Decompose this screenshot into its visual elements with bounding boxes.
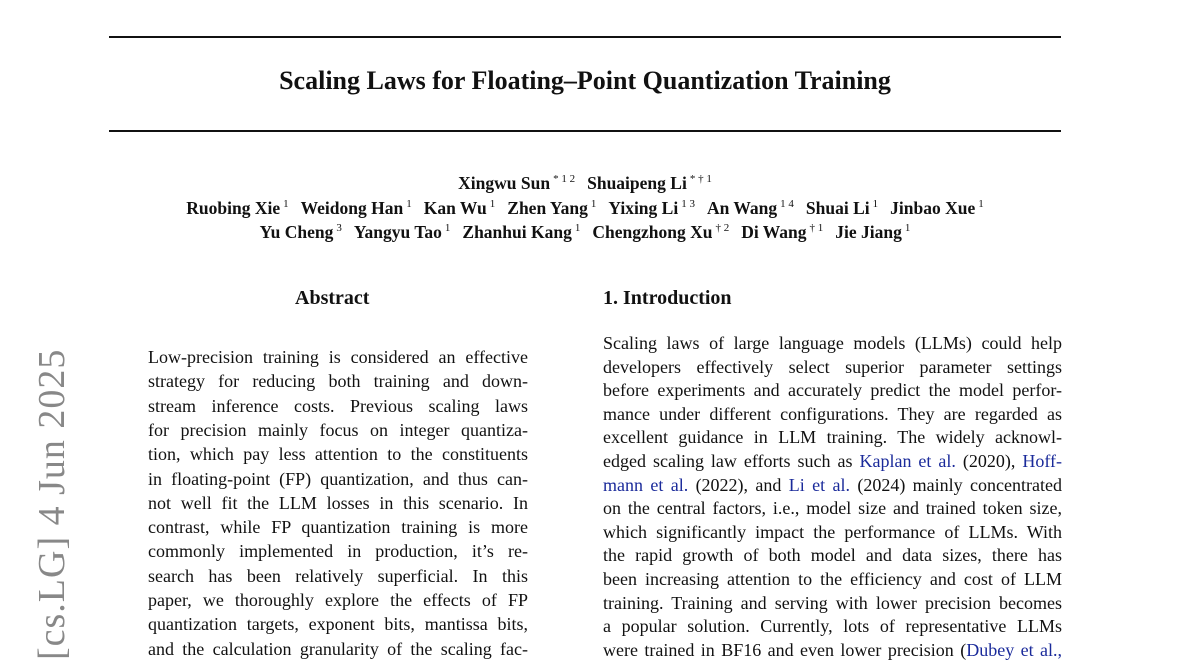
affiliation-mark: * 1 2 — [553, 173, 576, 186]
paper-title: Scaling Laws for Floating–Point Quantiza… — [279, 66, 891, 95]
affiliation-mark: 1 — [283, 198, 289, 211]
introduction-line: edged scaling law efforts such as Kaplan… — [603, 451, 1062, 471]
author-row: Xingwu Sun * 1 2 Shuaipeng Li * † 1 — [0, 173, 1170, 194]
text-segment: Scaling laws of large language models (L… — [603, 333, 1062, 353]
introduction-line: developers effectively select superior p… — [603, 357, 1062, 377]
abstract-line: paper, we thoroughly explore the effects… — [148, 590, 528, 610]
text-segment: training. Training and serving with lowe… — [603, 592, 1062, 613]
abstract-line: in floating-point (FP) quantization, and… — [148, 468, 528, 489]
author: Jie Jiang 1 — [835, 222, 911, 242]
abstract-line: Low-precision training is considered an … — [148, 347, 528, 367]
introduction-line: before experiments and accurately predic… — [603, 380, 1062, 400]
author: Xingwu Sun * 1 2 — [458, 173, 576, 193]
top-rule — [109, 36, 1061, 38]
author: An Wang 1 4 — [706, 198, 794, 218]
introduction-line: on the central factors, i.e., model size… — [603, 498, 1062, 518]
text-segment: before experiments and accurately predic… — [603, 380, 1062, 401]
affiliation-mark: 1 — [489, 198, 496, 211]
affiliation-mark: † 1 — [809, 222, 824, 235]
author: Yangyu Tao 1 — [353, 222, 451, 242]
affiliation-mark: 1 — [978, 198, 984, 211]
author: Di Wang † 1 — [741, 222, 824, 242]
citation-link[interactable]: Kaplan et al. — [859, 451, 956, 471]
introduction-line: training. Training and serving with lowe… — [603, 593, 1062, 613]
abstract-line: and the calculation granularity of the s… — [148, 638, 528, 659]
author: Shuai Li 1 — [805, 198, 879, 218]
citation-link[interactable]: Dubey et al., — [966, 639, 1062, 660]
introduction-line: mann et al. (2022), and Li et al. (2024)… — [603, 475, 1062, 495]
text-segment: edged scaling law efforts such as — [603, 451, 860, 471]
affiliation-mark: 1 3 — [681, 198, 695, 211]
introduction-line: Scaling laws of large language models (L… — [603, 333, 1062, 353]
author: Yu Cheng 3 — [259, 222, 342, 242]
author: Kan Wu 1 — [423, 198, 496, 218]
affiliation-mark: 1 — [574, 222, 581, 235]
introduction-line: a popular solution. Currently, lots of r… — [603, 616, 1062, 636]
bottom-rule — [109, 130, 1061, 132]
affiliation-mark: 1 — [872, 198, 879, 211]
author: Weidong Han 1 — [300, 198, 412, 218]
text-segment: the rapid growth of both model and data … — [603, 545, 1062, 566]
author-row: Yu Cheng 3 Yangyu Tao 1 Zhanhui Kang 1 Chengzh… — [0, 222, 1170, 243]
introduction-line: were trained in BF16 and even lower prec… — [603, 640, 1062, 660]
affiliation-mark: 3 — [336, 222, 342, 235]
text-segment: were trained in BF16 and even lower prec… — [603, 639, 967, 660]
affiliation-mark: 1 4 — [780, 198, 794, 211]
text-segment: a popular solution. Currently, lots of r… — [603, 616, 1062, 637]
abstract-line: commonly implemented in production, it’s… — [148, 541, 528, 562]
text-segment: (2020), — [955, 451, 1023, 471]
abstract-line: stream inference costs. Previous scaling… — [148, 395, 528, 416]
affiliation-mark: 1 — [444, 222, 451, 235]
abstract-line: for precision mainly focus on integer qu… — [148, 419, 528, 440]
arxiv-stamp: [cs.LG] 4 Jun 2025 — [31, 348, 73, 660]
introduction-line: mance under different configurations. Th… — [603, 404, 1062, 424]
affiliation-mark: 1 — [406, 198, 412, 211]
citation-link[interactable]: mann et al. — [603, 474, 689, 495]
affiliation-mark: 1 — [904, 222, 911, 235]
author: Chengzhong Xu † 2 — [592, 222, 730, 242]
citation-link[interactable]: Li et al. — [788, 474, 850, 495]
author: Jinbao Xue 1 — [890, 198, 984, 218]
affiliation-mark: † 2 — [715, 222, 730, 235]
affiliation-mark: * † 1 — [689, 173, 712, 186]
text-segment: developers effectively select superior p… — [603, 356, 1062, 377]
text-segment: which significantly impact the performan… — [603, 521, 1062, 542]
abstract-heading: Abstract — [295, 287, 370, 309]
affiliation-mark: 1 — [590, 198, 597, 211]
abstract-line: not well fit the LLM losses in this scen… — [148, 492, 528, 513]
author: Shuaipeng Li * † 1 — [587, 173, 712, 193]
author: Zhanhui Kang 1 — [462, 222, 581, 242]
citation-link[interactable]: Hoff- — [1022, 451, 1062, 471]
text-segment: (2024) mainly concentrated — [849, 474, 1062, 495]
abstract-line: search has been relatively superficial. … — [148, 565, 528, 586]
author-row: Ruobing Xie 1 Weidong Han 1 Kan Wu 1 Zhen Yang… — [0, 198, 1170, 219]
text-segment: excellent guidance in LLM training. The … — [603, 427, 1062, 448]
abstract-line: contrast, while FP quantization training… — [148, 517, 528, 538]
text-segment: mance under different configurations. Th… — [603, 403, 1062, 424]
abstract-line: strategy for reducing both training and … — [148, 371, 528, 392]
text-segment: on the central factors, i.e., model size… — [603, 498, 1062, 519]
introduction-line: the rapid growth of both model and data … — [603, 545, 1062, 565]
author: Ruobing Xie 1 — [186, 198, 289, 218]
text-segment: (2022), and — [688, 474, 789, 495]
author: Zhen Yang 1 — [507, 198, 597, 218]
abstract-line: tion, which pay less attention to the co… — [148, 444, 528, 465]
introduction-heading: 1. Introduction — [603, 287, 732, 309]
author: Yixing Li 1 3 — [608, 198, 695, 218]
introduction-line: excellent guidance in LLM training. The … — [603, 427, 1062, 447]
introduction-line: been increasing attention to the efficie… — [603, 569, 1062, 589]
abstract-line: quantization targets, exponent bits, man… — [148, 614, 528, 635]
text-segment: been increasing attention to the efficie… — [603, 569, 1062, 589]
introduction-line: which significantly impact the performan… — [603, 522, 1062, 542]
